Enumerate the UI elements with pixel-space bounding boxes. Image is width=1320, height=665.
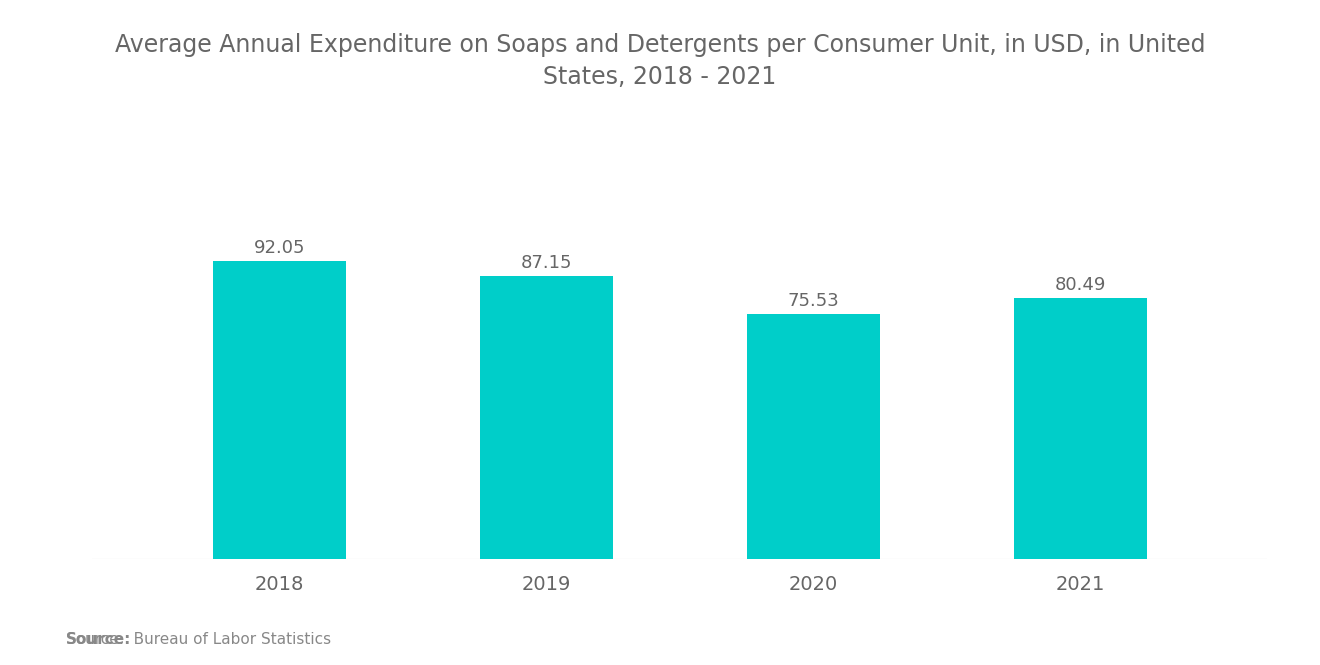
Text: 75.53: 75.53 xyxy=(788,292,840,310)
Text: Source:: Source: xyxy=(66,632,132,647)
Text: 87.15: 87.15 xyxy=(520,255,572,273)
Bar xyxy=(1014,298,1147,559)
Bar xyxy=(479,277,612,559)
Bar xyxy=(747,314,880,559)
Text: Source:  Bureau of Labor Statistics: Source: Bureau of Labor Statistics xyxy=(66,632,331,647)
Text: Average Annual Expenditure on Soaps and Detergents per Consumer Unit, in USD, in: Average Annual Expenditure on Soaps and … xyxy=(115,33,1205,89)
Text: 80.49: 80.49 xyxy=(1055,276,1106,294)
Text: 92.05: 92.05 xyxy=(253,239,305,257)
Bar xyxy=(213,261,346,559)
